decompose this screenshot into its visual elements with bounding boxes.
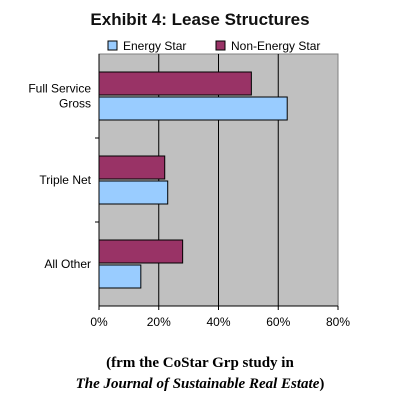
lease-structures-chart: Energy Star Non-Energy Star 0% 20% 40% 60% 80… bbox=[28, 39, 350, 329]
category-label-triple-net: Triple Net bbox=[39, 173, 91, 187]
plot-area: 0% 20% 40% 60% 80% Full Service Gross Triple Ne… bbox=[28, 53, 350, 329]
bar-non-energy-star-full-service-gross bbox=[98, 71, 252, 96]
bar-non-energy-star-all-other bbox=[98, 239, 184, 264]
category-label-line: Gross bbox=[59, 97, 91, 111]
legend-swatch-energy-star bbox=[107, 40, 118, 51]
bar-energy-star-triple-net bbox=[98, 180, 169, 205]
x-tick-label: 20% bbox=[147, 315, 171, 329]
bar-energy-star-full-service-gross bbox=[98, 96, 288, 121]
journal-name: The Journal of Sustainable Real Estate bbox=[75, 376, 320, 392]
category-label-line: All Other bbox=[44, 257, 91, 271]
legend-label-non-energy-star: Non-Energy Star bbox=[231, 39, 320, 53]
legend-swatch-non-energy-star bbox=[215, 40, 226, 51]
category-label-all-other: All Other bbox=[44, 257, 91, 271]
source-caption-line-2: The Journal of Sustainable Real Estate) bbox=[0, 376, 400, 393]
x-tick-label: 40% bbox=[206, 315, 230, 329]
x-tick-label: 60% bbox=[266, 315, 290, 329]
caption-close-paren: ) bbox=[319, 376, 325, 392]
bar-non-energy-star-triple-net bbox=[98, 155, 166, 180]
legend-label-energy-star: Energy Star bbox=[123, 39, 186, 53]
x-tick-label: 0% bbox=[90, 315, 108, 329]
chart-title: Exhibit 4: Lease Structures bbox=[90, 10, 310, 29]
x-tick-label: 80% bbox=[326, 315, 350, 329]
bar-energy-star-all-other bbox=[98, 264, 142, 289]
category-label-line: Triple Net bbox=[39, 173, 91, 187]
category-label-full-service-gross: Full Service Gross bbox=[28, 82, 91, 111]
category-label-line: Full Service bbox=[28, 82, 91, 96]
source-caption-line-1: (frm the CoStar Grp study in bbox=[106, 355, 294, 371]
chart-legend: Energy Star Non-Energy Star bbox=[107, 39, 320, 53]
